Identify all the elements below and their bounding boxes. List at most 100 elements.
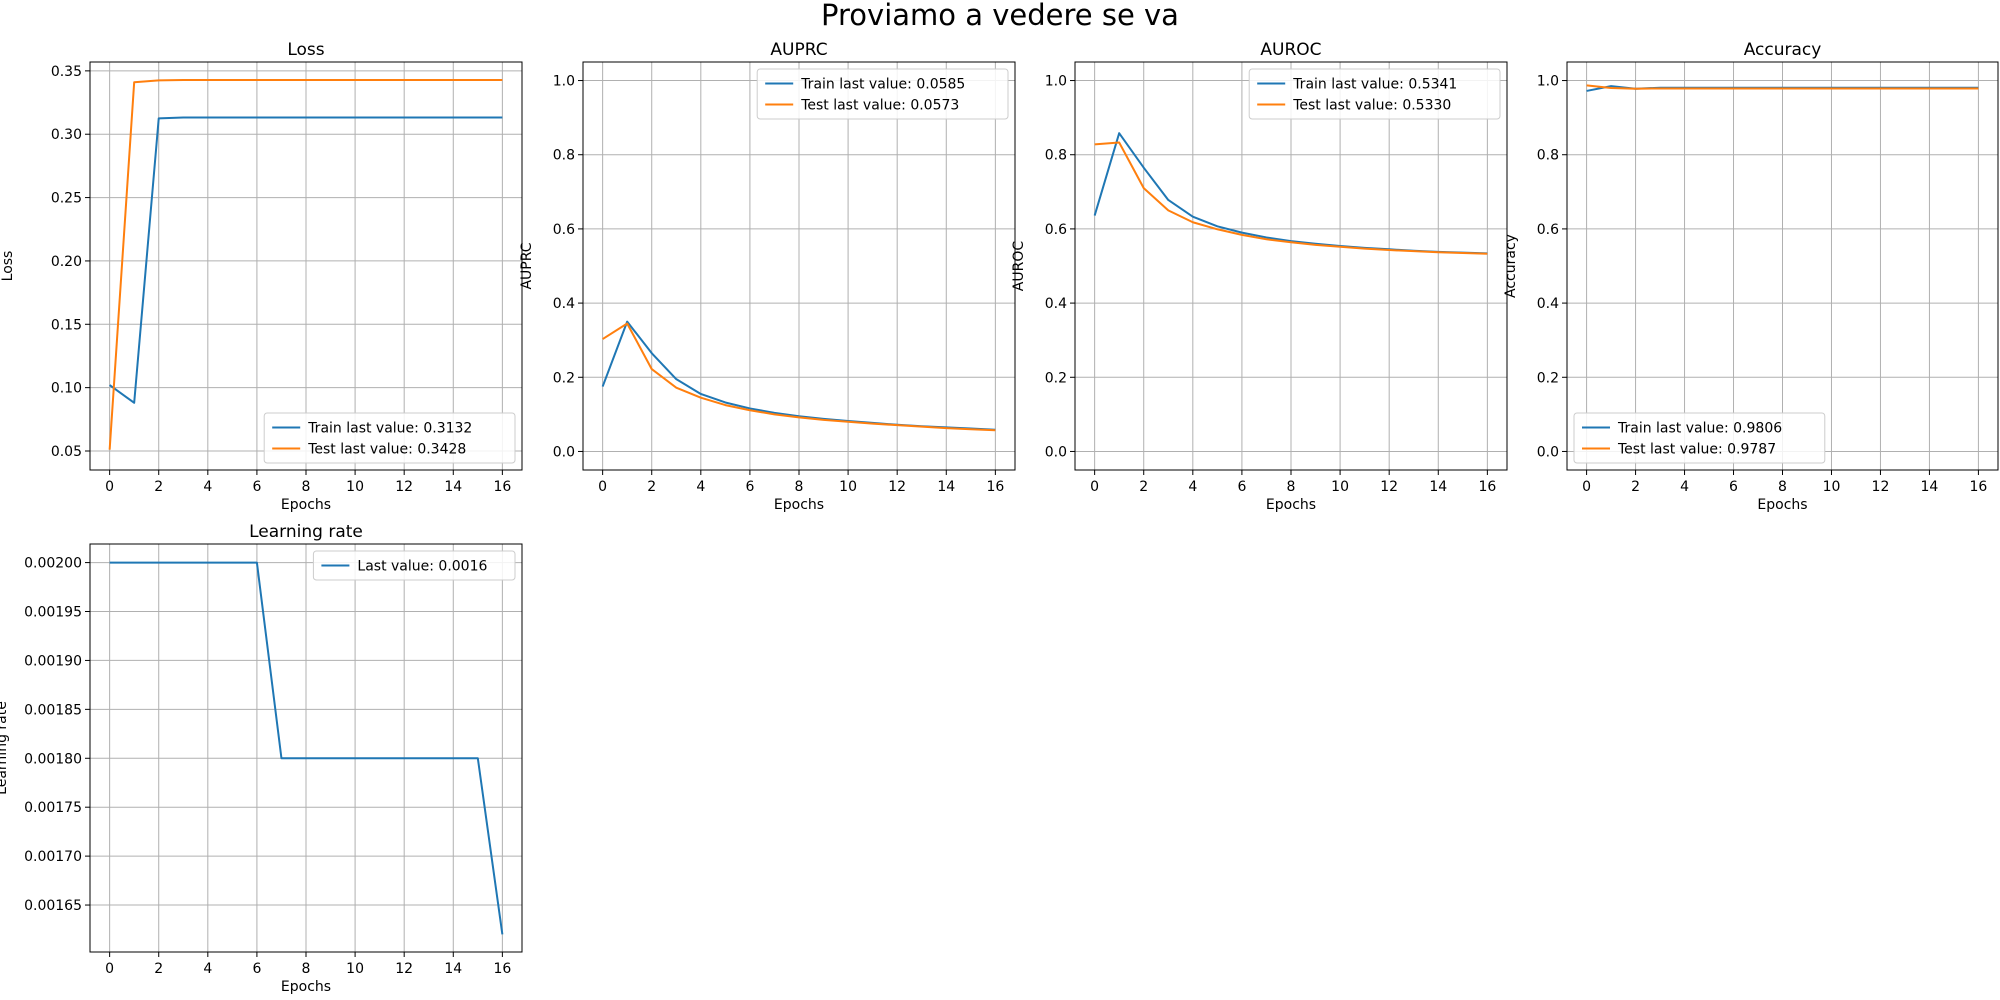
auroc-title: AUROC	[1260, 40, 1321, 60]
x-tick-label: 14	[444, 961, 462, 977]
x-axis-label: Epochs	[774, 497, 824, 513]
x-tick-label: 4	[203, 479, 212, 495]
legend-entry: Test last value: 0.0573	[800, 98, 959, 114]
y-tick-label: 0.4	[1537, 296, 1559, 312]
legend: Train last value: 0.3132 Test last value:…	[263, 412, 516, 464]
x-tick-label: 12	[1872, 479, 1890, 495]
x-tick-label: 4	[696, 479, 705, 495]
x-tick-label: 10	[1331, 479, 1349, 495]
x-tick-label: 12	[395, 479, 413, 495]
x-tick-label: 14	[937, 479, 955, 495]
x-tick-label: 0	[105, 961, 114, 977]
y-tick-label: 0.4	[553, 296, 575, 312]
y-tick-label: 0.25	[51, 191, 82, 207]
learning-rate-title: Learning rate	[249, 522, 363, 542]
x-tick-label: 16	[1478, 479, 1496, 495]
y-axis-label: AUPRC	[519, 242, 535, 289]
x-tick-label: 10	[1823, 479, 1841, 495]
y-tick-label: 0.00180	[24, 751, 82, 767]
x-tick-label: 12	[1380, 479, 1398, 495]
y-axis-label: Loss	[0, 251, 16, 282]
x-tick-label: 12	[888, 479, 906, 495]
y-tick-label: 0.0	[1045, 444, 1067, 460]
legend-box	[1573, 412, 1826, 464]
legend: Last value: 0.0016	[312, 550, 516, 581]
figure-title: Proviamo a vedere se va	[821, 0, 1179, 32]
x-tick-label: 6	[252, 479, 261, 495]
legend-entry: Last value: 0.0016	[357, 559, 487, 575]
accuracy-chart: 0 2 4 6 8 10 12 14 16 0.0 0.2 0.4 0.6 0.8 1.0 Accuracy E…	[1503, 40, 1999, 513]
y-tick-label: 0.00200	[24, 556, 82, 572]
x-tick-label: 8	[302, 961, 311, 977]
y-tick-label: 0.0	[1537, 444, 1559, 460]
legend-entry: Train last value: 0.9806	[1617, 421, 1782, 437]
legend-box	[1248, 68, 1501, 120]
auprc-chart: 0 2 4 6 8 10 12 14 16 0.0 0.2 0.4 0.6 0.8 1.0 AUPRC Epoc…	[519, 40, 1016, 513]
x-tick-label: 14	[1921, 479, 1939, 495]
x-tick-label: 16	[1969, 479, 1987, 495]
accuracy-title: Accuracy	[1744, 40, 1822, 60]
x-tick-label: 6	[1729, 479, 1738, 495]
legend-box	[263, 412, 516, 464]
x-tick-label: 0	[105, 479, 114, 495]
x-tick-label: 10	[346, 961, 364, 977]
y-axis-label: Accuracy	[1503, 234, 1519, 298]
y-tick-label: 0.8	[1537, 148, 1559, 164]
x-tick-label: 0	[598, 479, 607, 495]
x-tick-label: 0	[1582, 479, 1591, 495]
subplots: 0 2 4 6 8 10 12 14 160.050.100.150.200.250.300.3…	[0, 40, 1999, 995]
series-line-train	[109, 116, 503, 404]
x-tick-label: 8	[302, 479, 311, 495]
y-tick-label: 1.0	[1045, 74, 1067, 90]
y-tick-label: 0.8	[553, 148, 575, 164]
y-tick-label: 0.0	[553, 444, 575, 460]
y-tick-label: 0.6	[1045, 222, 1067, 238]
series-line-train	[109, 561, 504, 935]
legend: Train last value: 0.0585 Test last value:…	[756, 68, 1009, 120]
series-line-test	[602, 322, 996, 432]
x-axis-label: Epochs	[1266, 497, 1316, 513]
y-tick-label: 0.6	[1537, 222, 1559, 238]
y-tick-label: 0.2	[553, 370, 575, 386]
x-tick-label: 2	[1631, 479, 1640, 495]
x-tick-label: 10	[839, 479, 857, 495]
x-tick-label: 2	[154, 961, 163, 977]
series-line-test	[1586, 84, 1979, 90]
x-tick-label: 16	[493, 961, 511, 977]
y-axis-label: AUROC	[1011, 241, 1027, 292]
y-tick-label: 0.8	[1045, 148, 1067, 164]
x-tick-label: 8	[1287, 479, 1296, 495]
x-tick-label: 6	[252, 961, 261, 977]
y-tick-label: 0.15	[51, 317, 82, 333]
y-tick-label: 0.2	[1045, 370, 1067, 386]
x-axis-label: Epochs	[281, 979, 331, 995]
y-tick-label: 0.4	[1045, 296, 1067, 312]
x-tick-label: 2	[1139, 479, 1148, 495]
legend-entry: Test last value: 0.9787	[1617, 442, 1776, 458]
y-tick-label: 0.00185	[24, 702, 82, 718]
y-tick-label: 0.6	[553, 222, 575, 238]
learning-rate-chart: 0 2 4 6 8 10 12 14 16 0.00165 0.00170 0.00175 0.0018…	[0, 522, 523, 995]
y-tick-label: 0.30	[51, 127, 82, 143]
series-line-test	[1094, 141, 1488, 255]
loss-title: Loss	[287, 40, 324, 60]
x-tick-label: 6	[1237, 479, 1246, 495]
x-tick-label: 4	[1188, 479, 1197, 495]
y-axis-label: Learning rate	[0, 701, 10, 795]
loss-chart: 0 2 4 6 8 10 12 14 16 0.05 0.10 0.15 0.20 0.25 0.30 0.3…	[0, 40, 523, 513]
x-tick-label: 8	[1778, 479, 1787, 495]
legend-box	[312, 550, 516, 581]
legend-entry: Train last value: 0.0585	[800, 77, 965, 93]
x-tick-label: 4	[1680, 479, 1689, 495]
auprc-title: AUPRC	[770, 40, 827, 60]
x-tick-label: 2	[647, 479, 656, 495]
y-tick-label: 0.10	[51, 381, 82, 397]
y-tick-label: 0.20	[51, 254, 82, 270]
x-tick-label: 4	[203, 961, 212, 977]
legend: Train last value: 0.5341 Test last value:…	[1248, 68, 1501, 120]
legend-entry: Train last value: 0.3132	[307, 421, 472, 437]
y-tick-label: 0.00170	[24, 849, 82, 865]
x-tick-label: 14	[1429, 479, 1447, 495]
y-tick-label: 0.00195	[24, 605, 82, 621]
